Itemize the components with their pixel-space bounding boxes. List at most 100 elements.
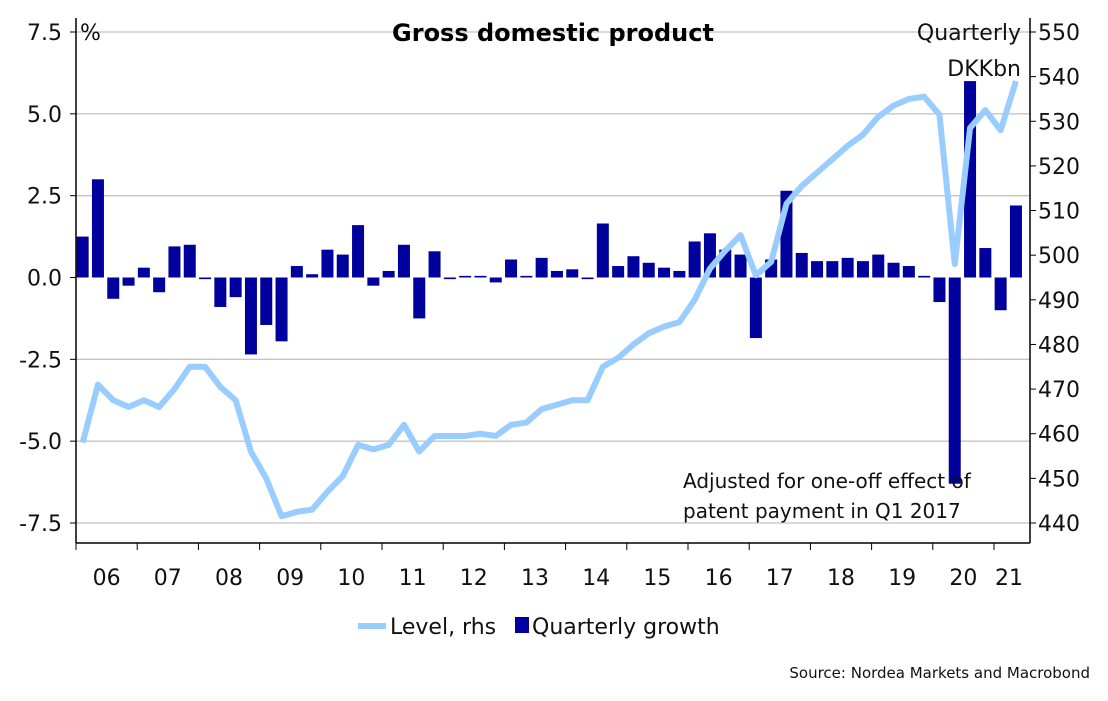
- growth-bar: [336, 254, 349, 278]
- left-tick-label: 5.0: [27, 103, 62, 128]
- growth-bar: [229, 277, 242, 298]
- growth-bar: [979, 248, 992, 278]
- x-tick-label: 17: [766, 566, 794, 591]
- growth-bar: [413, 277, 426, 319]
- right-unit-label-2: DKKbn: [947, 57, 1021, 82]
- gridlines: [76, 31, 1030, 524]
- right-tick-label: 460: [1038, 423, 1080, 448]
- growth-bar: [856, 261, 869, 278]
- growth-bar: [841, 257, 854, 278]
- legend-bar-label: Quarterly growth: [532, 615, 720, 640]
- growth-bar: [566, 269, 579, 278]
- growth-bar: [275, 277, 288, 342]
- growth-bar: [306, 274, 319, 278]
- growth-bar: [902, 266, 915, 278]
- x-tick-label: 14: [582, 566, 610, 591]
- growth-bar: [382, 270, 395, 278]
- growth-bar: [734, 254, 747, 278]
- growth-bar: [642, 262, 655, 278]
- x-tick-label: 20: [949, 566, 977, 591]
- right-tick-label: 530: [1038, 110, 1080, 135]
- growth-bar: [260, 277, 273, 325]
- left-tick-label: -2.5: [19, 348, 62, 373]
- growth-bar: [91, 179, 104, 278]
- chart-title: Gross domestic product: [392, 19, 714, 47]
- growth-bar: [872, 254, 885, 278]
- x-tick-label: 11: [399, 566, 427, 591]
- legend-bar-swatch: [515, 617, 529, 633]
- right-unit-label-1: Quarterly: [917, 21, 1021, 46]
- left-ticks: 7.5 5.0 2.5 0.0 -2.5 -5.0 -7.5: [19, 21, 76, 537]
- growth-bar: [489, 277, 502, 283]
- x-tick-label: 19: [888, 566, 916, 591]
- growth-bars: [76, 81, 1022, 484]
- growth-bar: [887, 262, 900, 278]
- left-unit-label: %: [80, 21, 101, 46]
- growth-bar: [428, 251, 441, 278]
- x-tick-label: 18: [827, 566, 855, 591]
- right-tick-label: 500: [1038, 244, 1080, 269]
- left-tick-label: -5.0: [19, 430, 62, 455]
- growth-bar: [321, 249, 334, 278]
- x-tick-label: 07: [154, 566, 182, 591]
- level-line: [79, 80, 1019, 520]
- growth-bar: [535, 257, 548, 278]
- x-tick-label: 13: [521, 566, 549, 591]
- annotation-line-1: Adjusted for one-off effect of: [683, 469, 972, 493]
- left-tick-label: 7.5: [27, 21, 62, 46]
- x-tick-label: 16: [705, 566, 733, 591]
- growth-bar: [505, 259, 518, 278]
- growth-bar: [658, 267, 671, 278]
- growth-bar: [749, 277, 762, 339]
- growth-bar: [107, 277, 120, 299]
- right-tick-label: 550: [1038, 21, 1080, 46]
- right-tick-label: 470: [1038, 378, 1080, 403]
- growth-bar: [199, 277, 212, 280]
- growth-bar: [168, 246, 181, 278]
- left-tick-label: 2.5: [27, 185, 62, 210]
- growth-bar: [520, 275, 533, 278]
- growth-bar: [367, 277, 380, 286]
- growth-bar: [688, 241, 701, 278]
- left-tick-label: 0.0: [27, 267, 62, 292]
- x-tick-label: 12: [460, 566, 488, 591]
- growth-bar: [76, 236, 89, 278]
- right-tick-label: 490: [1038, 289, 1080, 314]
- growth-bar: [474, 275, 487, 278]
- x-tick-label: 09: [276, 566, 304, 591]
- x-tick-label: 21: [995, 566, 1023, 591]
- growth-bar: [948, 277, 961, 484]
- growth-bar: [1009, 205, 1022, 278]
- growth-bar: [826, 261, 839, 278]
- growth-bar: [153, 277, 166, 293]
- right-tick-label: 520: [1038, 155, 1080, 180]
- x-tick-label: 15: [643, 566, 671, 591]
- growth-bar: [214, 277, 227, 307]
- growth-bar: [994, 277, 1007, 311]
- growth-bar: [550, 270, 563, 278]
- growth-bar: [397, 244, 410, 278]
- right-tick-label: 510: [1038, 200, 1080, 225]
- growth-bar: [918, 275, 931, 278]
- growth-bar: [811, 261, 824, 278]
- x-tick-label: 08: [215, 566, 243, 591]
- x-ticks: 06 07 08 09 10 11 12 13 14 15 16 17 18 19 20 21: [75, 543, 1023, 591]
- x-tick-label: 10: [337, 566, 365, 591]
- right-tick-label: 450: [1038, 467, 1080, 492]
- growth-bar: [596, 223, 609, 278]
- growth-bar: [183, 244, 196, 278]
- left-tick-label: -7.5: [19, 512, 62, 537]
- right-tick-label: 540: [1038, 66, 1080, 91]
- growth-bar: [244, 277, 257, 355]
- growth-bar: [352, 225, 365, 278]
- growth-bar: [612, 266, 625, 278]
- growth-bar: [459, 275, 472, 278]
- growth-bar: [122, 277, 135, 286]
- growth-bar: [137, 267, 150, 278]
- growth-bar: [673, 270, 686, 278]
- growth-bar: [933, 277, 946, 303]
- annotation-line-2: patent payment in Q1 2017: [683, 499, 961, 523]
- legend-line-label: Level, rhs: [390, 615, 496, 640]
- growth-bar: [627, 256, 640, 278]
